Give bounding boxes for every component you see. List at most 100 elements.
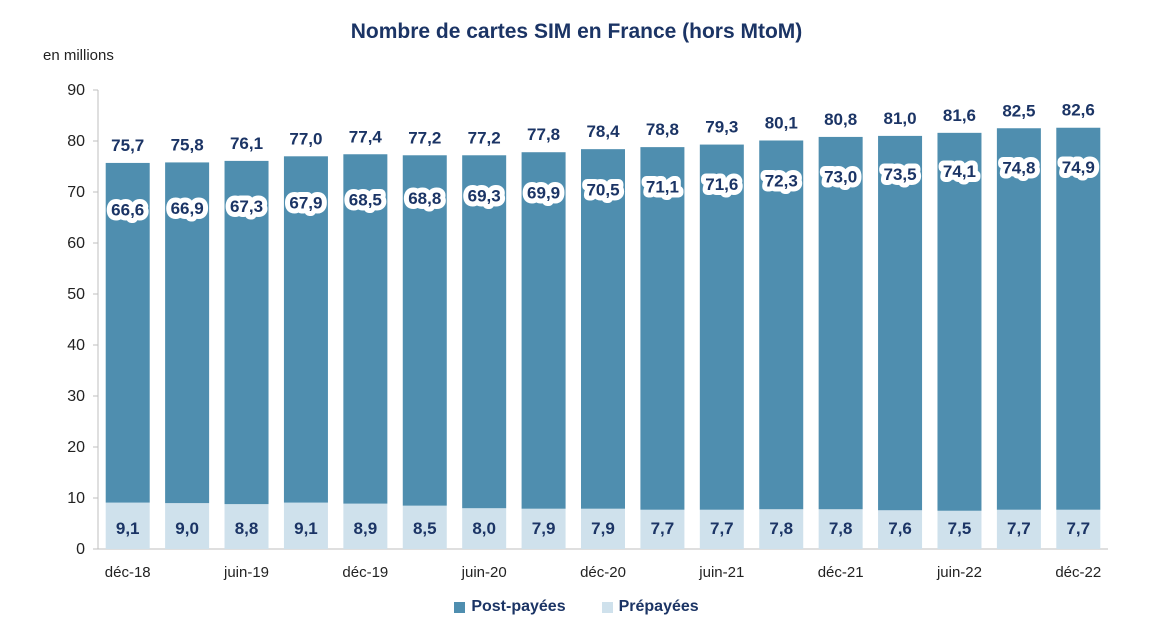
- bar-post-payees: [105, 162, 150, 503]
- bar-prepayees: [462, 508, 507, 549]
- data-label-post-payees: 69,9: [527, 184, 560, 203]
- data-label-post-payees: 69,3: [468, 187, 501, 206]
- data-label-total: 77,8: [527, 125, 560, 144]
- data-label-post-payees: 74,9: [1062, 158, 1095, 177]
- x-tick-label: déc-22: [1055, 564, 1101, 581]
- x-tick-label: déc-19: [342, 564, 388, 581]
- data-label-total: 77,0: [289, 129, 322, 148]
- data-label-post-payees: 71,6: [705, 175, 738, 194]
- bar-prepayees: [521, 508, 566, 549]
- bar-prepayees: [283, 502, 328, 549]
- data-label-prepayees: 7,7: [1007, 519, 1031, 538]
- bar-prepayees: [1056, 509, 1101, 549]
- data-label-post-payees: 74,8: [1002, 159, 1035, 178]
- data-label-prepayees: 7,8: [829, 519, 853, 538]
- bar-post-payees: [402, 155, 447, 506]
- x-tick-label: juin-22: [936, 564, 982, 581]
- bar-post-payees: [878, 135, 923, 511]
- data-label-prepayees: 9,1: [116, 519, 140, 538]
- data-label-post-payees: 66,9: [171, 199, 204, 218]
- bar-prepayees: [581, 508, 625, 549]
- data-label-total: 82,5: [1002, 101, 1035, 120]
- data-label-post-payees: 70,5: [586, 180, 619, 199]
- bar-post-payees: [818, 136, 863, 510]
- bar-post-payees: [581, 149, 625, 509]
- bar-post-payees: [996, 128, 1041, 510]
- legend-item-prepayees[interactable]: Prépayées: [601, 598, 699, 616]
- data-label-total: 77,2: [468, 128, 501, 147]
- y-axis: 0 10 20 30 40 50 60 70 80 90: [67, 82, 99, 558]
- data-label-prepayees: 8,8: [235, 519, 259, 538]
- bar-prepayees: [878, 510, 923, 549]
- bar-post-payees: [759, 140, 804, 510]
- y-tick-label: 20: [67, 439, 85, 456]
- legend-label-prepayees: Prépayées: [618, 598, 699, 615]
- legend-item-post-payees[interactable]: Post-payées: [454, 598, 566, 616]
- bar-prepayees: [996, 509, 1041, 549]
- data-label-post-payees: 73,5: [884, 165, 917, 184]
- data-label-post-payees: 66,6: [111, 200, 144, 219]
- chart-title: Nombre de cartes SIM en France (hors Mto…: [350, 20, 803, 43]
- bars: [105, 127, 1101, 549]
- data-label-prepayees: 7,5: [948, 519, 972, 538]
- bar-post-payees: [224, 160, 269, 505]
- x-axis: déc-18 juin-19 déc-19 juin-20 déc-20 juin-21 d…: [98, 548, 1108, 581]
- bar-prepayees: [343, 503, 388, 549]
- bar-post-payees: [937, 132, 982, 511]
- x-tick-label: juin-19: [223, 564, 269, 581]
- data-label-total: 82,6: [1062, 101, 1095, 120]
- y-tick-label: 90: [67, 82, 85, 99]
- data-label-total: 75,7: [111, 136, 144, 155]
- data-label-prepayees: 7,9: [532, 519, 556, 538]
- data-label-total: 79,3: [705, 118, 738, 137]
- bar-post-payees: [343, 154, 388, 504]
- data-label-prepayees: 7,7: [710, 519, 734, 538]
- x-tick-label: déc-20: [580, 564, 626, 581]
- data-label-prepayees: 7,8: [769, 519, 793, 538]
- data-label-post-payees: 72,3: [765, 171, 798, 190]
- data-label-post-payees: 67,3: [230, 197, 263, 216]
- y-axis-unit-label: en millions: [43, 47, 114, 64]
- bar-prepayees: [165, 503, 210, 549]
- data-label-total: 81,0: [884, 109, 917, 128]
- y-tick-label: 30: [67, 388, 85, 405]
- data-label-total: 75,8: [171, 135, 204, 154]
- y-tick-label: 80: [67, 133, 85, 150]
- data-label-total: 81,6: [943, 106, 976, 125]
- data-label-total: 76,1: [230, 134, 263, 153]
- legend-label-post-payees: Post-payées: [471, 598, 566, 615]
- data-label-total: 80,8: [824, 110, 857, 129]
- x-tick-label: déc-21: [818, 564, 864, 581]
- bar-post-payees: [699, 144, 744, 510]
- y-tick-label: 40: [67, 337, 85, 354]
- data-label-post-payees: 68,5: [349, 191, 382, 210]
- data-label-post-payees: 71,1: [646, 177, 679, 196]
- data-label-prepayees: 7,7: [1066, 519, 1090, 538]
- data-label-prepayees: 7,6: [888, 519, 912, 538]
- y-tick-label: 10: [67, 490, 85, 507]
- x-tick-label: juin-21: [698, 564, 744, 581]
- y-tick-label: 70: [67, 184, 85, 201]
- legend-swatch-post-payees: [454, 601, 466, 613]
- data-label-post-payees: 73,0: [824, 168, 857, 187]
- data-label-prepayees: 9,0: [175, 519, 199, 538]
- data-label-total: 77,4: [349, 127, 383, 146]
- data-label-total: 78,8: [646, 120, 679, 139]
- data-labels: 75,7 66,6 9,1 75,8 66,9 9,0 76,1 67,3 8,8 77,0 67,…: [106, 101, 1100, 538]
- y-tick-label: 60: [67, 235, 85, 252]
- legend: Post-payées Prépayées: [0, 598, 1153, 616]
- data-label-post-payees: 74,1: [943, 162, 976, 181]
- data-label-prepayees: 7,7: [651, 519, 675, 538]
- data-label-prepayees: 9,1: [294, 519, 318, 538]
- bar-prepayees: [640, 509, 685, 549]
- bar-post-payees: [283, 156, 328, 503]
- data-label-total: 77,2: [408, 128, 441, 147]
- data-label-prepayees: 8,5: [413, 519, 437, 538]
- bar-prepayees: [759, 509, 804, 549]
- bar-prepayees: [699, 509, 744, 549]
- bar-prepayees: [105, 502, 150, 549]
- bar-post-payees: [462, 155, 507, 509]
- data-label-prepayees: 8,0: [472, 519, 496, 538]
- bar-prepayees: [818, 509, 863, 549]
